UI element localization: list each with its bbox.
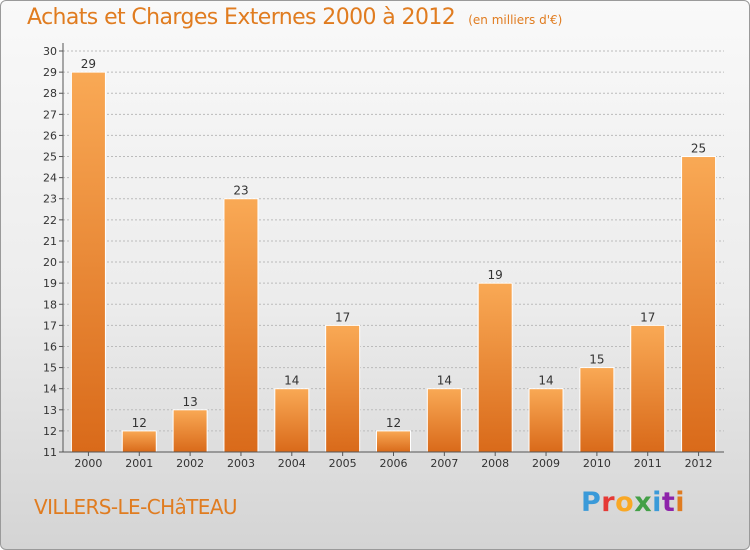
bar-value-label: 14 xyxy=(284,374,299,388)
logo-letter: x xyxy=(634,487,653,518)
y-tick-label: 12 xyxy=(43,425,57,438)
y-tick-label: 16 xyxy=(43,340,57,353)
x-tick-label: 2000 xyxy=(74,457,102,470)
bar xyxy=(70,71,106,453)
x-tick-label: 2005 xyxy=(329,457,357,470)
logo-letter: i xyxy=(652,487,662,518)
y-tick-label: 20 xyxy=(43,256,57,269)
y-tick-label: 30 xyxy=(43,45,57,58)
y-tick-label: 13 xyxy=(43,404,57,417)
y-tick-label: 26 xyxy=(43,129,57,142)
chart-title: Achats et Charges Externes 2000 à 2012 (… xyxy=(27,5,562,30)
bars: 29 12 13 23 14 17 12 14 19 14 15 17 25 xyxy=(70,57,717,453)
x-tick-label: 2002 xyxy=(176,457,204,470)
bar xyxy=(579,367,615,453)
bar xyxy=(376,430,411,453)
bar-value-label: 14 xyxy=(538,374,553,388)
bar xyxy=(528,388,564,453)
logo-letter: t xyxy=(661,487,676,518)
y-tick-label: 24 xyxy=(43,172,57,185)
bar xyxy=(274,388,310,453)
y-tick-label: 19 xyxy=(43,277,57,290)
logo-letter: r xyxy=(601,487,616,518)
x-tick-label: 2012 xyxy=(685,457,713,470)
gridlines xyxy=(63,50,724,453)
bar-value-label: 13 xyxy=(182,395,197,409)
bar xyxy=(325,324,361,453)
bar-value-label: 17 xyxy=(335,310,350,324)
bar xyxy=(477,282,513,453)
bar xyxy=(681,156,717,453)
y-tick-label: 21 xyxy=(43,235,57,248)
bar xyxy=(426,388,462,453)
y-tick-label: 18 xyxy=(43,298,57,311)
bar-value-label: 19 xyxy=(488,268,503,282)
y-tick-label: 23 xyxy=(43,193,57,206)
y-tick-label: 27 xyxy=(43,108,57,121)
x-tick-label: 2011 xyxy=(634,457,662,470)
bar-value-label: 12 xyxy=(132,416,147,430)
y-tick-label: 28 xyxy=(43,87,57,100)
chart-title-unit: (en milliers d'€) xyxy=(468,13,563,27)
x-tick-label: 2007 xyxy=(430,457,458,470)
x-tick-label: 2006 xyxy=(380,457,408,470)
logo-letter: i xyxy=(675,487,686,518)
bar-value-label: 17 xyxy=(640,310,655,324)
bar xyxy=(223,198,259,453)
logo-letter: o xyxy=(615,487,635,518)
y-tick-label: 14 xyxy=(43,383,57,396)
x-tick-label: 2010 xyxy=(583,457,611,470)
bar xyxy=(121,430,157,453)
location-label: VILLERS-LE-CHâTEAU xyxy=(34,495,238,519)
bar-value-label: 23 xyxy=(233,184,248,198)
bar-value-label: 12 xyxy=(386,416,401,430)
chart-title-main: Achats et Charges Externes 2000 à 2012 xyxy=(27,5,456,30)
y-tick-label: 29 xyxy=(43,66,57,79)
proxiti-logo: Proxiti xyxy=(581,487,685,518)
bar-value-label: 15 xyxy=(589,353,604,367)
y-tick-label: 11 xyxy=(43,446,57,459)
x-tick-label: 2009 xyxy=(532,457,560,470)
bar-value-label: 29 xyxy=(81,57,96,71)
x-axis: 2000 2001 2002 2003 2004 2005 2006 2007 2008 2009… xyxy=(63,451,724,470)
y-tick-label: 17 xyxy=(43,319,57,332)
bar-value-label: 25 xyxy=(691,142,706,156)
x-tick-label: 2004 xyxy=(278,457,306,470)
y-tick-label: 15 xyxy=(43,362,57,375)
y-tick-label: 22 xyxy=(43,214,57,227)
x-tick-label: 2003 xyxy=(227,457,255,470)
x-tick-label: 2008 xyxy=(481,457,509,470)
y-tick-label: 25 xyxy=(43,151,57,164)
bar-value-label: 14 xyxy=(437,374,452,388)
y-axis: 11 12 13 14 15 16 17 18 19 20 21 22 23 24 25 26 27 28 29 30 xyxy=(43,43,64,459)
bar xyxy=(172,409,208,453)
bar xyxy=(630,324,666,453)
logo-letter: P xyxy=(581,487,602,518)
x-tick-label: 2001 xyxy=(125,457,153,470)
